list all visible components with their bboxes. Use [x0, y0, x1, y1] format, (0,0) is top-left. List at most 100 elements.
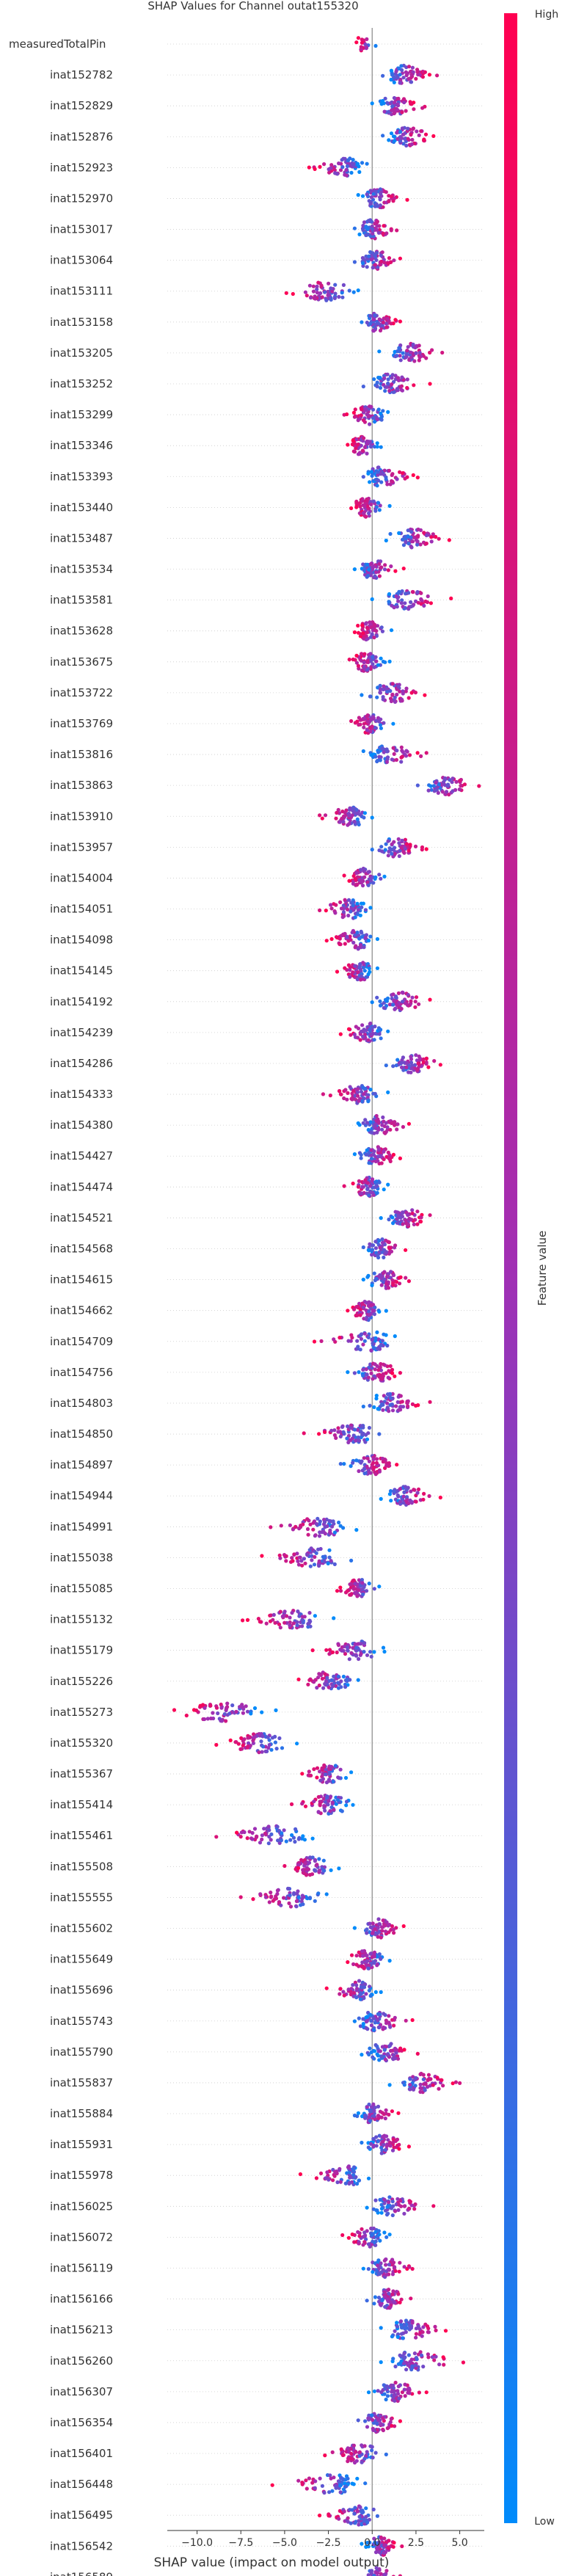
shap-point — [426, 2352, 431, 2357]
shap-point — [409, 1489, 413, 1493]
shap-point — [293, 1839, 297, 1844]
shap-point — [351, 1962, 356, 1966]
shap-point — [361, 901, 365, 906]
shap-point — [436, 790, 440, 795]
shap-point — [346, 898, 351, 902]
shap-point — [404, 2318, 409, 2323]
shap-point — [346, 1648, 350, 1653]
shap-point — [372, 2389, 376, 2393]
shap-point — [367, 1161, 371, 1165]
feature-label: inat155790 — [50, 2045, 113, 2059]
shap-point — [351, 290, 356, 294]
shap-point — [370, 1253, 374, 1257]
shap-point — [299, 1524, 303, 1528]
shap-point — [338, 942, 342, 947]
shap-point — [382, 2383, 386, 2387]
shap-point — [418, 2326, 422, 2332]
shap-point — [386, 261, 390, 266]
shap-point — [383, 848, 387, 852]
shap-point — [360, 884, 365, 888]
shap-point — [387, 138, 391, 142]
shap-point — [351, 2167, 355, 2172]
shap-point — [242, 1830, 247, 1835]
shap-point — [416, 527, 420, 531]
shap-point — [428, 350, 432, 355]
shap-point — [390, 194, 394, 199]
shap-point — [377, 349, 382, 354]
shap-point — [409, 604, 414, 609]
shap-point — [367, 2115, 371, 2120]
shap-point — [387, 1959, 392, 1963]
shap-point — [337, 294, 341, 299]
shap-point — [375, 966, 379, 970]
shap-point — [348, 975, 352, 979]
shap-point — [378, 187, 383, 192]
shap-point — [381, 73, 385, 78]
shap-point — [341, 1648, 346, 1653]
shap-point — [378, 683, 382, 688]
shap-point — [369, 1148, 373, 1152]
shap-point — [361, 1121, 365, 1125]
shap-point — [261, 1744, 266, 1749]
shap-point — [362, 2444, 367, 2448]
shap-point — [364, 622, 368, 626]
shap-point — [258, 1892, 263, 1896]
shap-point — [370, 1025, 374, 1030]
shap-point — [319, 283, 324, 288]
shap-point — [424, 2390, 429, 2395]
feature-label: inat156072 — [50, 2230, 113, 2244]
shap-point — [372, 1587, 376, 1591]
shap-point — [420, 845, 425, 850]
shap-point — [383, 563, 387, 567]
shap-point — [388, 1159, 393, 1163]
shap-point — [200, 1703, 205, 1707]
shap-point — [372, 420, 377, 424]
shap-point — [398, 1405, 403, 1409]
shap-point — [360, 2542, 364, 2546]
shap-point — [398, 2260, 402, 2265]
shap-point — [404, 686, 409, 691]
shap-point — [389, 131, 394, 136]
shap-point — [349, 1953, 354, 1957]
shap-point — [384, 1063, 388, 1068]
shap-point — [385, 1405, 390, 1410]
shap-point — [302, 1431, 306, 1436]
shap-point — [384, 1396, 388, 1400]
shap-point — [368, 321, 373, 326]
shap-point — [249, 1836, 254, 1841]
shap-point — [362, 2519, 366, 2523]
shap-point — [396, 2292, 401, 2296]
shap-point — [391, 199, 395, 203]
shap-point — [364, 408, 369, 412]
shap-point — [398, 2319, 404, 2324]
shap-point — [324, 939, 329, 943]
shap-point — [359, 45, 363, 49]
shap-point — [355, 817, 360, 821]
shap-point — [380, 2297, 384, 2302]
shap-point — [350, 1336, 354, 1340]
shap-point — [260, 1734, 265, 1739]
shap-point — [443, 2329, 448, 2333]
shap-point — [345, 412, 349, 417]
shap-point — [233, 1740, 238, 1744]
shap-point — [373, 1990, 378, 1994]
shap-point — [393, 1374, 397, 1378]
shap-point — [382, 1277, 387, 1281]
shap-point — [379, 253, 383, 258]
shap-point — [368, 1951, 373, 1956]
shap-point — [324, 1892, 329, 1896]
shap-point — [396, 599, 401, 603]
shap-point — [389, 228, 393, 233]
shap-point — [361, 631, 365, 636]
shap-point — [368, 934, 373, 939]
shap-point — [401, 537, 405, 542]
shap-point — [351, 441, 356, 446]
shap-point — [377, 1375, 382, 1379]
shap-point — [408, 2200, 413, 2204]
shap-point — [348, 807, 352, 812]
shap-point — [306, 1625, 310, 1629]
shap-point — [370, 571, 374, 575]
shap-point — [390, 847, 395, 851]
shap-point — [357, 812, 362, 817]
shap-point — [424, 541, 429, 546]
